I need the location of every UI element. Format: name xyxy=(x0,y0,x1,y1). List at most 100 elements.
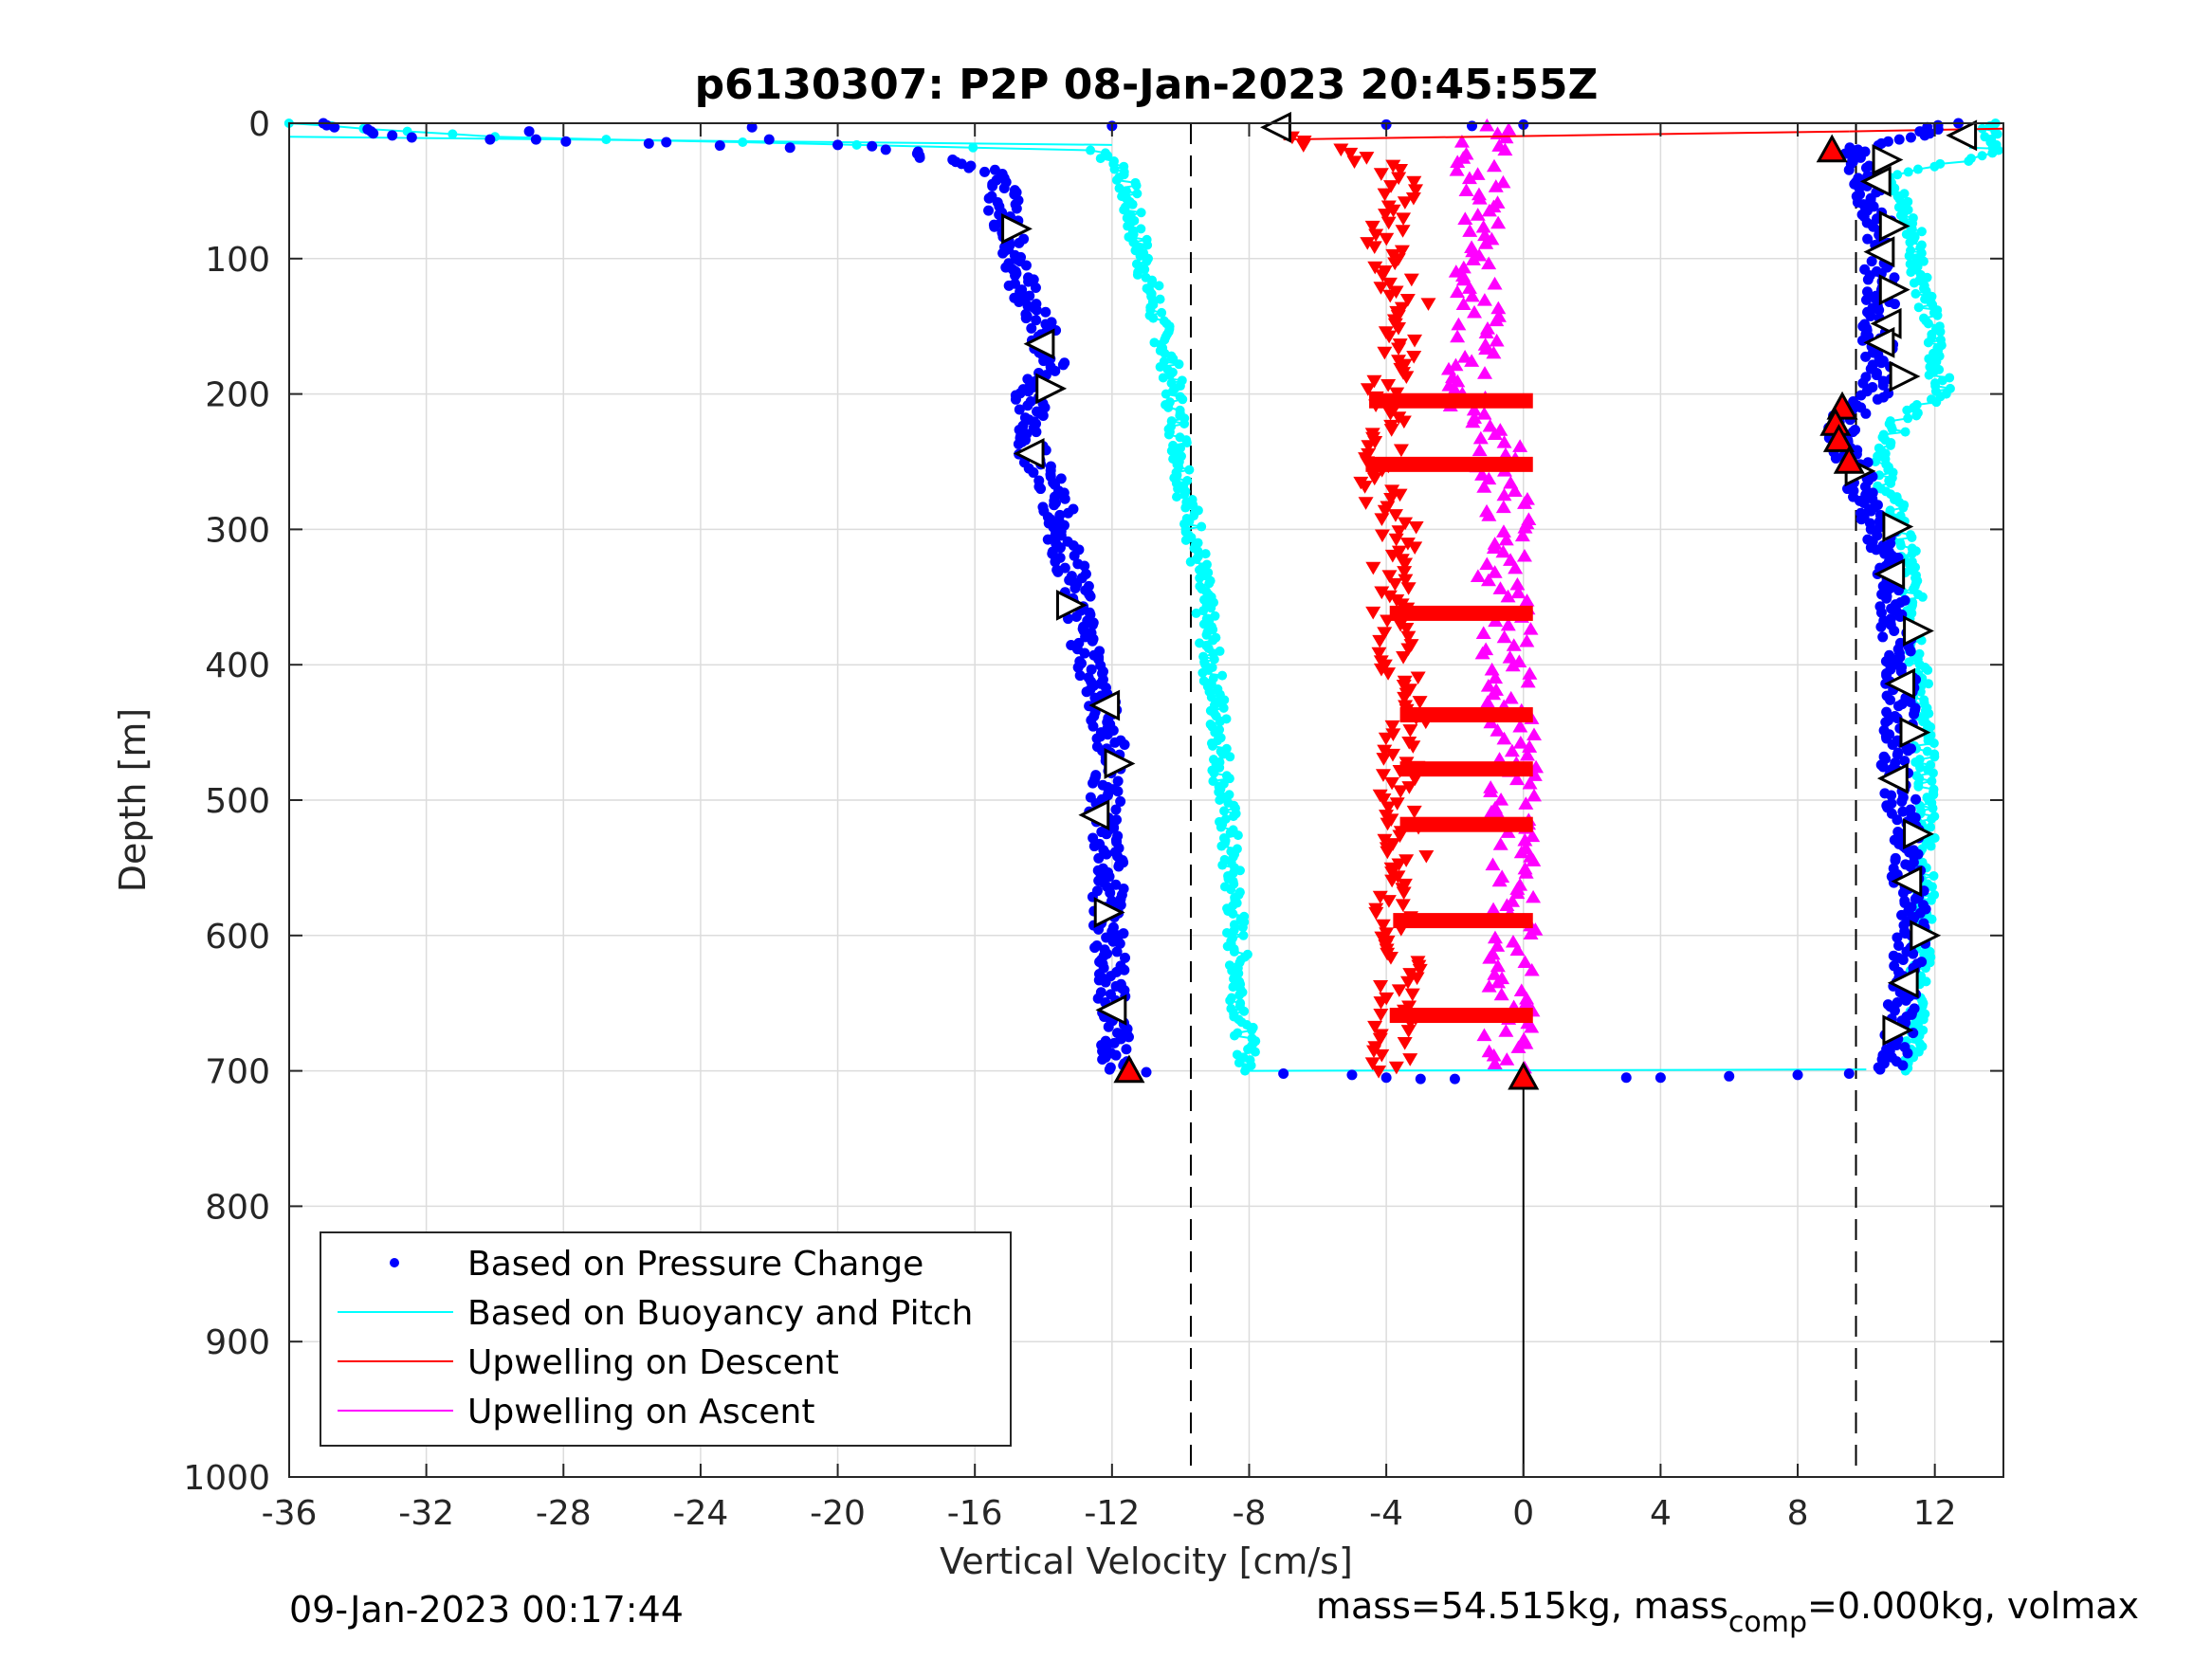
buoyancy-descent-point xyxy=(1228,908,1238,919)
pressure-ascent-point xyxy=(1859,481,1871,492)
pressure-bottom-point xyxy=(1141,1066,1152,1078)
upwelling-ascent-point xyxy=(1486,540,1502,554)
buoyancy-descent-point xyxy=(1131,180,1142,191)
upwelling-ascent-point xyxy=(1453,134,1470,148)
upwelling-descent-point xyxy=(1384,549,1400,563)
upwelling-descent-point xyxy=(1381,277,1398,291)
upwelling-descent-point xyxy=(1375,769,1391,782)
legend: Based on Pressure Change Based on Buoyanc… xyxy=(320,1231,1012,1447)
upwelling-ascent-point xyxy=(1508,560,1524,574)
pressure-descent-point xyxy=(1110,1049,1122,1061)
pressure-ascent-point xyxy=(1866,256,1877,267)
upwelling-ascent-point xyxy=(1513,845,1529,859)
buoyancy-descent-point xyxy=(1209,768,1219,778)
pressure-ascent-point xyxy=(1875,621,1887,632)
upwelling-descent-point xyxy=(1398,517,1414,531)
upwelling-ascent-point xyxy=(1492,581,1508,594)
pressure-descent-point xyxy=(1097,1053,1108,1065)
upwelling-ascent-point xyxy=(1484,804,1500,818)
upwelling-descent-point xyxy=(1388,1061,1404,1075)
upwelling-ascent-point xyxy=(1522,666,1538,680)
buoyancy-ascent-point xyxy=(1901,229,1911,240)
upwelling-ascent-point xyxy=(1472,430,1489,445)
upwelling-descent-point xyxy=(1388,533,1404,547)
upwelling-descent-point xyxy=(1391,342,1407,356)
pressure-descent-point xyxy=(1088,619,1099,630)
upwelling-descent-point xyxy=(1400,975,1417,990)
pressure-ascent-point xyxy=(1875,357,1887,369)
upwelling-descent-point xyxy=(1374,1048,1390,1063)
upwelling-ascent-point xyxy=(1523,622,1539,635)
triangle-marker xyxy=(1899,717,1931,749)
upwelling-descent-point xyxy=(1373,980,1389,994)
pressure-descent-point xyxy=(1085,591,1096,602)
y-tick-label: 400 xyxy=(205,647,270,685)
triangle-marker xyxy=(1876,762,1909,794)
buoyancy-ascent-point xyxy=(1912,164,1923,174)
upwelling-descent-point xyxy=(1372,890,1388,904)
buoyancy-descent-point xyxy=(1229,925,1239,936)
upwelling-ascent-point xyxy=(1465,252,1481,265)
upwelling-descent-point xyxy=(1373,663,1389,677)
triangle-marker xyxy=(1863,326,1895,358)
upwelling-ascent-point xyxy=(1499,1052,1515,1066)
pressure-descent-point xyxy=(1088,832,1099,844)
pressure-ascent-point xyxy=(1899,756,1910,767)
upwelling-descent-point xyxy=(1387,509,1403,522)
buoyancy-ascent-point xyxy=(1895,540,1906,551)
upwelling-descent-point xyxy=(1357,481,1373,494)
pressure-descent-point xyxy=(1081,686,1092,698)
upwelling-descent-point xyxy=(1403,273,1419,287)
x-tick-label: -20 xyxy=(810,1494,866,1533)
triangle-marker xyxy=(1859,165,1892,197)
triangle-marker xyxy=(1095,994,1127,1026)
upwelling-descent-point xyxy=(1373,1009,1389,1022)
upwelling-descent-point xyxy=(1374,513,1390,526)
pressure-descent-point xyxy=(1070,611,1082,623)
upwelling-descent-point xyxy=(1408,184,1424,197)
buoyancy-descent-point xyxy=(1219,806,1230,816)
upwelling-ascent-point xyxy=(1475,626,1491,639)
upwelling-ascent-point xyxy=(1509,576,1526,591)
pressure-descent-point xyxy=(387,130,398,141)
buoyancy-ascent-point xyxy=(1935,326,1946,337)
pressure-descent-point xyxy=(1104,1064,1115,1075)
x-tick-label: 8 xyxy=(1787,1494,1809,1533)
pressure-descent-point xyxy=(1050,365,1061,376)
upwelling-ascent-point xyxy=(1498,1024,1514,1037)
pressure-descent-point xyxy=(1109,737,1121,748)
upwelling-ascent-point xyxy=(1451,317,1467,331)
pressure-descent-point xyxy=(989,221,1000,232)
pressure-surface-point xyxy=(763,134,775,145)
upwelling-ascent-point xyxy=(1517,496,1533,509)
pressure-descent-point xyxy=(1020,313,1032,324)
upwelling-descent-point xyxy=(1379,232,1395,246)
buoyancy-descent-point xyxy=(1218,702,1229,713)
upwelling-ascent-point xyxy=(1504,743,1520,757)
buoyancy-ascent-point xyxy=(1928,768,1938,778)
buoyancy-descent-point xyxy=(1111,174,1122,185)
upwelling-ascent-point xyxy=(1522,739,1538,753)
triangle-marker xyxy=(1884,667,1916,700)
pressure-descent-point xyxy=(1052,566,1064,577)
upwelling-descent-point xyxy=(1333,143,1349,157)
pressure-descent-point xyxy=(368,128,379,139)
pressure-ascent-point xyxy=(1860,351,1872,362)
upwelling-descent-point xyxy=(1385,204,1401,218)
upwelling-ascent-point xyxy=(1523,926,1539,939)
pressure-descent-point xyxy=(1121,1044,1132,1055)
buoyancy-ascent-point xyxy=(1886,478,1896,488)
buoyancy-ascent-point xyxy=(1905,237,1915,247)
upwelling-descent-band xyxy=(1389,1008,1533,1024)
buoyancy-descent-point xyxy=(1237,922,1248,933)
pressure-ascent-point xyxy=(1860,408,1872,419)
buoyancy-descent-point xyxy=(1132,269,1143,280)
upwelling-ascent-point xyxy=(1478,341,1494,356)
pressure-ascent-point xyxy=(1886,790,1897,801)
upwelling-descent-point xyxy=(1410,671,1426,685)
x-tick-label: -36 xyxy=(262,1494,318,1533)
upwelling-descent-point xyxy=(1407,334,1423,348)
upwelling-descent-point xyxy=(1381,570,1398,583)
upwelling-descent-point xyxy=(1380,817,1396,831)
